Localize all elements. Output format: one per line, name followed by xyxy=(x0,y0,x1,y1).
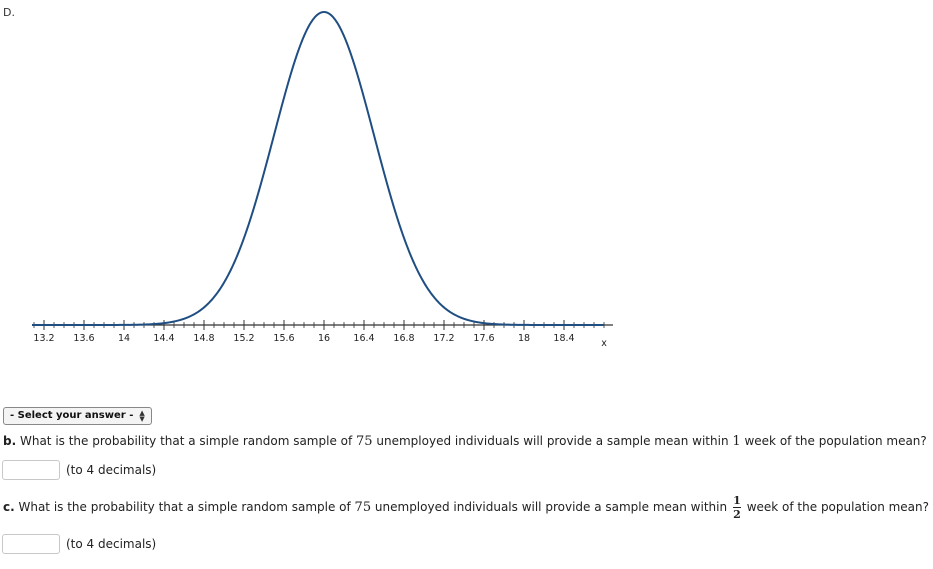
tick-labels: 13.2 13.6 14 14.4 14.8 15.2 15.6 16 16.4 16.8 17.2… xyxy=(33,333,607,349)
tick-label: 14 xyxy=(118,333,130,344)
question-c: c. What is the probability that a simple… xyxy=(3,495,929,520)
tick-label: 16.8 xyxy=(393,333,414,344)
question-b-sample-size: 75 xyxy=(356,434,373,449)
fraction-numerator: 1 xyxy=(733,494,741,507)
tick-label: 16.4 xyxy=(353,333,374,344)
tick-label: 13.2 xyxy=(33,333,54,344)
answer-c-note: (to 4 decimals) xyxy=(66,537,157,551)
answer-c-row: (to 4 decimals) xyxy=(2,534,156,554)
option-label: D. xyxy=(3,6,15,19)
fraction-denominator: 2 xyxy=(733,508,741,521)
answer-b-input[interactable] xyxy=(2,460,60,480)
answer-b-row: (to 4 decimals) xyxy=(2,460,156,480)
question-b-prefix: b. xyxy=(3,434,17,448)
tick-label: 14.8 xyxy=(193,333,214,344)
tick-label: 17.2 xyxy=(433,333,454,344)
tick-label: 15.2 xyxy=(233,333,254,344)
question-b-text-before: What is the probability that a simple ra… xyxy=(16,434,357,448)
tick-label: 18 xyxy=(518,333,530,344)
tick-label: 14.4 xyxy=(153,333,174,344)
question-c-text-after: week of the population mean? xyxy=(742,500,930,514)
answer-c-input[interactable] xyxy=(2,534,60,554)
question-c-text-before: What is the probability that a simple ra… xyxy=(14,500,355,514)
question-c-text-mid: unemployed individuals will provide a sa… xyxy=(371,500,731,514)
x-axis-label: x xyxy=(601,338,607,349)
question-b-within-value: 1 xyxy=(732,434,741,449)
tick-label: 18.4 xyxy=(553,333,574,344)
select-placeholder: - Select your answer - xyxy=(10,410,134,421)
tick-label: 17.6 xyxy=(473,333,494,344)
fraction-bar xyxy=(732,507,741,508)
tick-label: 16 xyxy=(318,333,330,344)
question-c-sample-size: 75 xyxy=(354,500,372,515)
question-b-text-mid: unemployed individuals will provide a sa… xyxy=(372,434,733,448)
question-b-text-after: week of the population mean? xyxy=(740,434,927,448)
normal-curve-chart: 13.2 13.6 14 14.4 14.8 15.2 15.6 16 16.4 16.8 17.2… xyxy=(32,10,613,349)
question-b: b. What is the probability that a simple… xyxy=(3,434,927,449)
answer-b-note: (to 4 decimals) xyxy=(66,463,157,477)
tick-label: 13.6 xyxy=(73,333,94,344)
normal-curve-line xyxy=(32,10,604,326)
chevron-updown-icon: ▲ ▼ xyxy=(139,409,145,423)
answer-select[interactable]: - Select your answer - ▲ ▼ xyxy=(3,407,152,425)
tick-label: 15.6 xyxy=(273,333,294,344)
question-c-prefix: c. xyxy=(3,500,15,514)
curve-group xyxy=(32,10,604,326)
